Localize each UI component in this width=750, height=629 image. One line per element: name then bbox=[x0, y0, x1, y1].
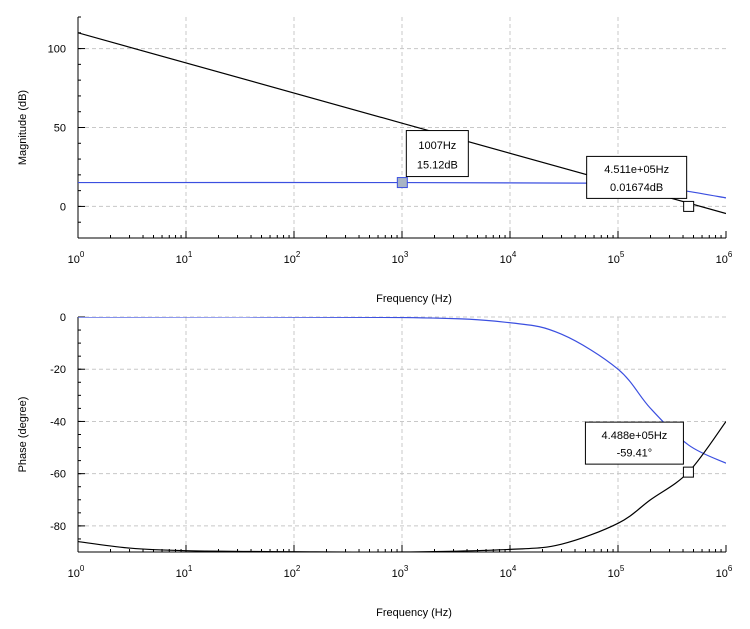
datatip-line2: -59.41° bbox=[617, 448, 653, 460]
panel1-x-tick-label: 104 bbox=[500, 564, 517, 580]
panel0-x-tick-label: 100 bbox=[68, 250, 85, 266]
panel1-datatip: 4.488e+05Hz -59.41° bbox=[584, 421, 694, 478]
panel0-x-tick-label: 106 bbox=[716, 250, 733, 266]
panel0-x-tick-label: 101 bbox=[176, 250, 193, 266]
panel1-y-tick-label: -40 bbox=[50, 416, 66, 428]
panel0-x-tick-label: 103 bbox=[392, 250, 409, 266]
datatip-marker-hollow bbox=[683, 200, 695, 212]
panel1-x-tick-label: 102 bbox=[284, 564, 301, 580]
panel0-y-tick-label: 50 bbox=[54, 123, 66, 135]
panel0-y-tick-label: 100 bbox=[48, 44, 66, 56]
panel1-x-tick-label: 101 bbox=[176, 564, 193, 580]
datatip-marker-filled bbox=[396, 177, 408, 189]
panel0-x-tick-label: 102 bbox=[284, 250, 301, 266]
panel0-datatip: 4.511e+05Hz 0.01674dB bbox=[586, 155, 695, 212]
panel1-y-tick-label: -20 bbox=[50, 364, 66, 376]
panel1-x-tick-label: 105 bbox=[608, 564, 625, 580]
datatip-line1: 4.511e+05Hz bbox=[604, 164, 669, 176]
datatip-box bbox=[584, 421, 684, 465]
panel1-x-axis-label: Frequency (Hz) bbox=[376, 607, 452, 619]
panel1-x-tick-label: 100 bbox=[68, 564, 85, 580]
panel1-y-tick-label: -60 bbox=[50, 469, 66, 481]
panel1-x-tick-label: 103 bbox=[392, 564, 409, 580]
panel1-y-tick-label: 0 bbox=[60, 312, 66, 324]
panel0-x-tick-label: 104 bbox=[500, 250, 517, 266]
datatip-line2: 0.01674dB bbox=[610, 182, 663, 194]
datatip-box bbox=[405, 130, 469, 178]
panel1-y-tick-label: -80 bbox=[50, 521, 66, 533]
panel0-y-tick-label: 0 bbox=[60, 201, 66, 213]
panel1-y-axis-label: Phase (degree) bbox=[17, 397, 29, 473]
datatip-marker-hollow bbox=[682, 466, 694, 478]
panel1-series-line-1 bbox=[78, 421, 726, 552]
datatip-line2: 15.12dB bbox=[417, 159, 458, 171]
panel0-x-axis-label: Frequency (Hz) bbox=[376, 293, 452, 305]
datatip-line1: 1007Hz bbox=[418, 140, 456, 152]
panel0-x-tick-label: 105 bbox=[608, 250, 625, 266]
datatip-box bbox=[586, 155, 688, 199]
panel0-datatip: 1007Hz 15.12dB bbox=[396, 130, 469, 189]
panel1-x-tick-label: 106 bbox=[716, 564, 733, 580]
panel0-y-axis-label: Magnitude (dB) bbox=[17, 90, 29, 165]
datatip-line1: 4.488e+05Hz bbox=[602, 430, 668, 442]
